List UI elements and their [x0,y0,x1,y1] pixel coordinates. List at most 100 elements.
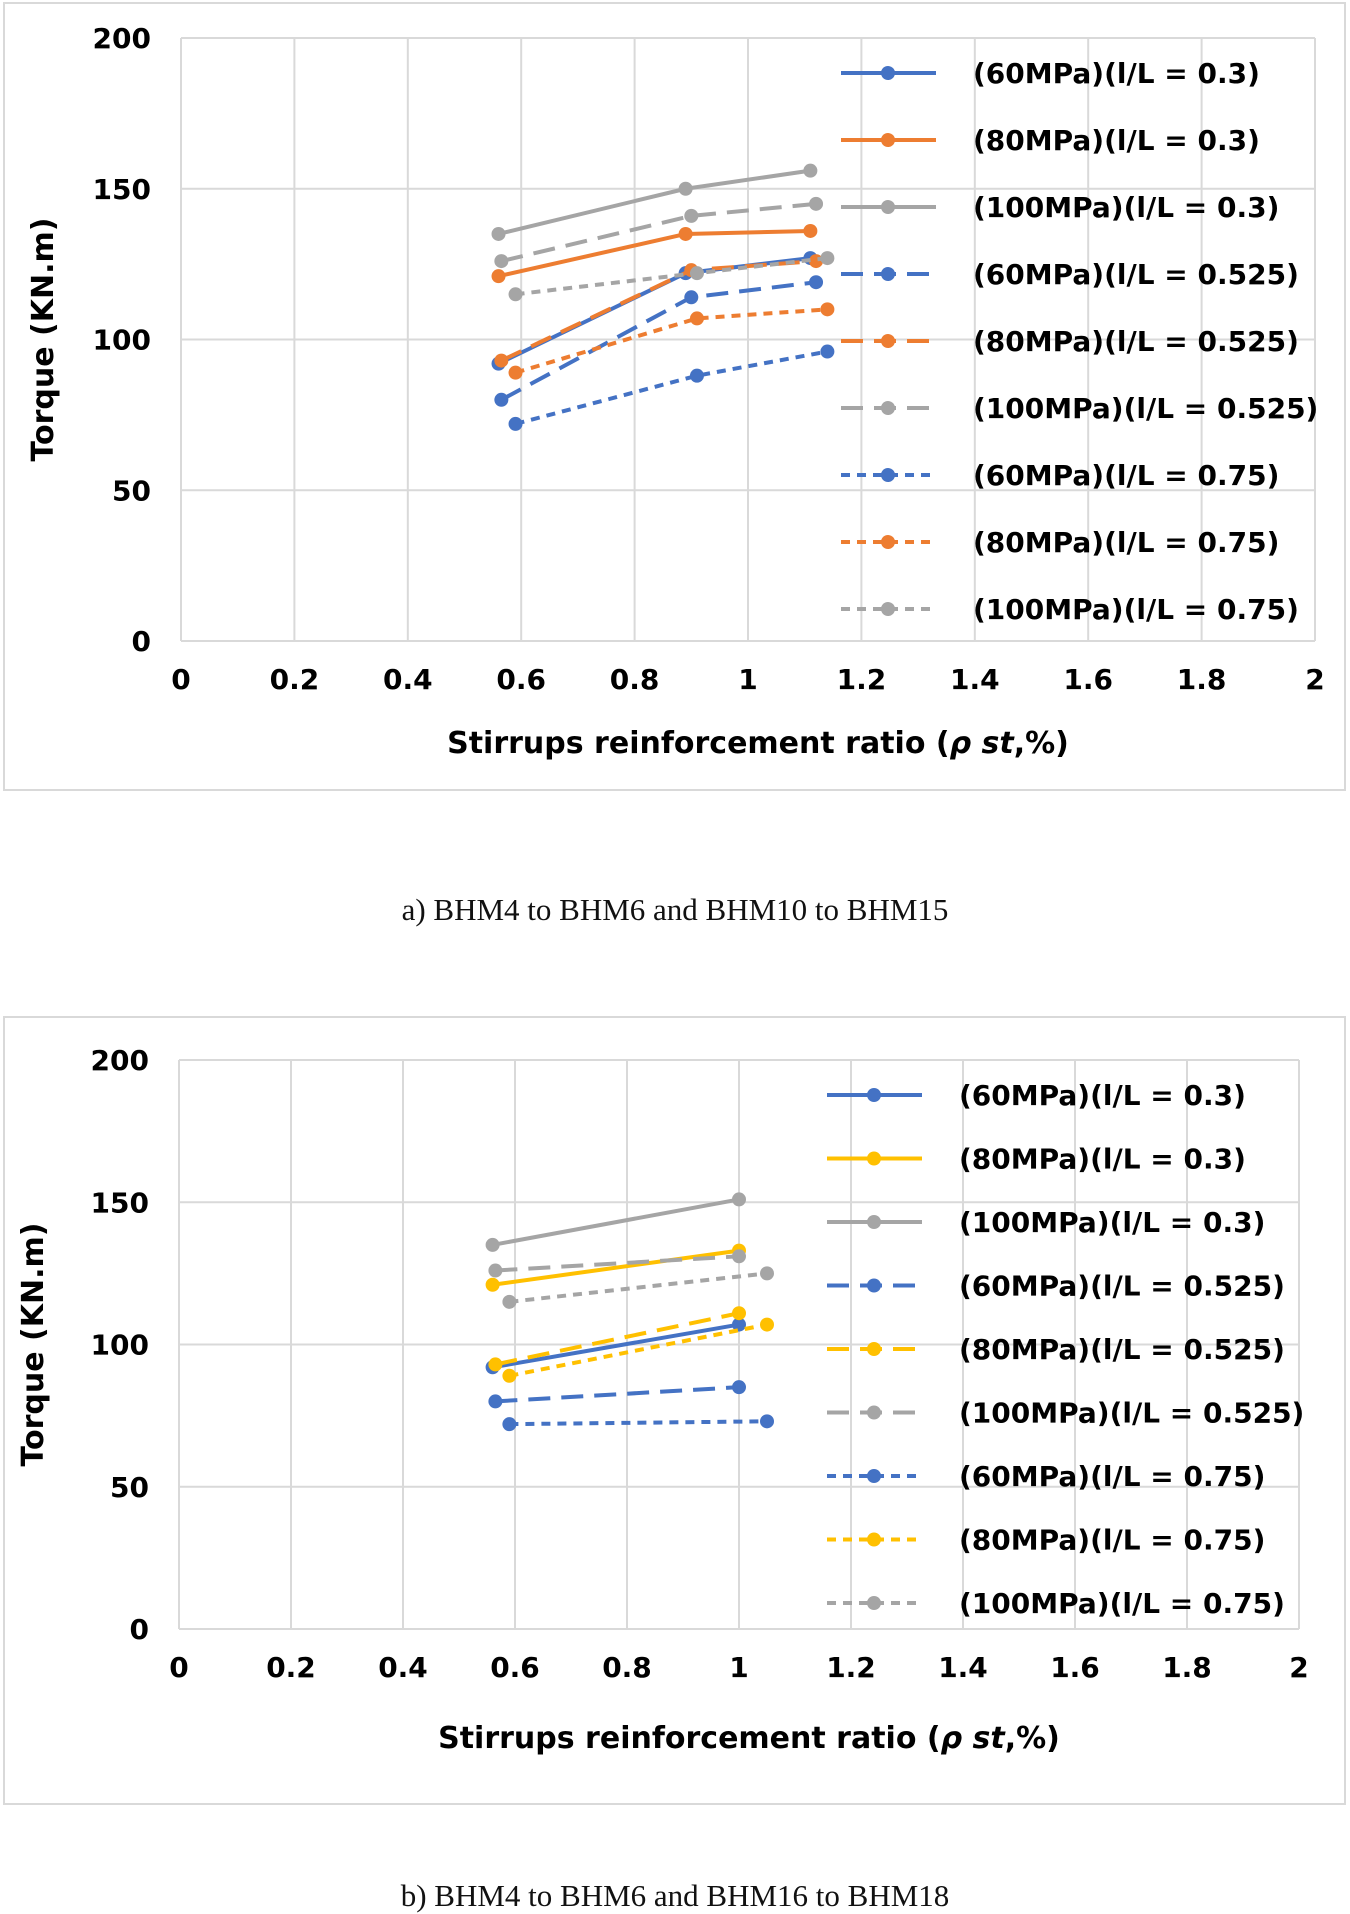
chart-b-legend-item: (80MPa)(l/L = 0.75) [827,1524,1265,1557]
chart-b-xtick-label: 1.2 [826,1651,876,1684]
chart-b-series-1 [485,1243,746,1292]
chart-b-series-6 [502,1414,774,1432]
chart-a-legend-item: (80MPa)(l/L = 0.525) [841,325,1299,358]
chart-b-legend-item: (60MPa)(l/L = 0.75) [827,1460,1265,1493]
chart-a-data-point [689,266,704,281]
chart-b-legend-label: (100MPa)(l/L = 0.525) [959,1397,1304,1430]
chart-b-series-line [509,1419,768,1427]
chart-b-series-3 [488,1380,746,1409]
chart-a-legend-item: (60MPa)(l/L = 0.3) [841,57,1260,90]
chart-b-xtick-label: 1.6 [1050,1651,1100,1684]
chart-b-legend-marker [867,1469,881,1483]
chart-a-legend-item: (60MPa)(l/L = 0.75) [841,459,1279,492]
caption-b: b) BHM4 to BHM6 and BHM16 to BHM18 [400,1878,950,1913]
chart-b-xtick-label: 1.4 [938,1651,988,1684]
chart-a-data-point [689,311,704,326]
chart-b-series-line [492,1197,740,1247]
chart-a-series-1 [491,223,818,284]
chart-a-xtick-label: 1.6 [1063,663,1113,696]
chart-b-ytick-label: 0 [130,1613,149,1646]
chart-a-legend-label: (100MPa)(l/L = 0.75) [973,593,1299,626]
chart-a-ytick-label: 100 [93,324,151,357]
chart-b-data-point [502,1368,517,1383]
chart-b-legend-item: (100MPa)(l/L = 0.525) [827,1397,1304,1430]
chart-b-xtick-label: 0 [169,1651,188,1684]
caption-a: a) BHM4 to BHM6 and BHM10 to BHM15 [401,892,949,927]
chart-a-xtick-label: 1.2 [837,663,887,696]
chart-a-x-axis-title: Stirrups reinforcement ratio (ρ st,%) [447,726,1069,761]
chart-b-ytick-label: 100 [91,1329,149,1362]
chart-b-data-point [732,1306,746,1321]
chart-b-legend-label: (80MPa)(l/L = 0.3) [959,1143,1246,1176]
chart-b-legend-label: (60MPa)(l/L = 0.75) [959,1460,1265,1493]
chart-a-data-point [508,416,523,431]
chart-a-xtick-label: 1.4 [950,663,1000,696]
chart-a-data-point [491,269,506,284]
chart-b-series-line [495,1254,740,1273]
chart-b-legend-marker [867,1215,881,1229]
chart-a-legend-marker [881,200,895,214]
chart-b-legend-marker [867,1405,881,1420]
chart-a-series-6 [508,344,835,431]
chart-a-data-point [684,290,699,305]
chart-b-xtick-label: 0.8 [602,1651,652,1684]
chart-b-legend-label: (80MPa)(l/L = 0.75) [959,1524,1265,1557]
chart-b-legend-marker [867,1151,881,1166]
chart-b-series-0 [485,1317,746,1375]
chart-a-legend-marker [881,334,895,348]
chart-a-legend-marker [881,468,895,482]
chart-b-legend-marker [867,1532,881,1547]
chart-b-legend-item: (100MPa)(l/L = 0.75) [827,1587,1285,1620]
chart-a-legend-marker [881,401,895,415]
chart-a-y-axis-title: Torque (KN.m) [26,218,61,462]
chart-b-legend-marker [867,1278,881,1293]
chart-a-series-5 [494,196,824,269]
chart-b-data-point [732,1317,746,1332]
chart-b-series-line [492,1322,740,1370]
chart-a-series-0 [491,251,818,371]
chart-b-series-2 [485,1192,746,1252]
chart-a-series-3 [494,275,824,407]
chart-b-legend-item: (80MPa)(l/L = 0.525) [827,1333,1285,1366]
chart-a-xtick-label: 1.8 [1177,663,1227,696]
chart-b-legend-label: (100MPa)(l/L = 0.75) [959,1587,1285,1620]
chart-a-legend-label: (60MPa)(l/L = 0.75) [973,459,1279,492]
chart-a-data-point [678,181,693,196]
chart-b-legend-marker [867,1596,881,1610]
chart-b-data-point [485,1277,500,1292]
chart-a-legend-marker [881,133,895,147]
chart-b-series-line [492,1248,740,1287]
chart-a-legend-item: (100MPa)(l/L = 0.3) [841,191,1279,224]
chart-a-data-point [689,368,704,383]
chart-a-series-line [498,168,811,236]
chart-b-ytick-label: 200 [91,1044,149,1077]
chart-a-series-8 [508,251,835,302]
chart-b-legend-marker [867,1342,881,1356]
chart-a-legend-label: (100MPa)(l/L = 0.525) [973,392,1318,425]
chart-b-xtick-label: 1.8 [1162,1651,1212,1684]
chart-a-legend-item: (100MPa)(l/L = 0.525) [841,392,1318,425]
chart-a-xtick-label: 0 [171,663,190,696]
chart-a-series-4 [494,254,824,368]
chart-b-series-line [509,1271,768,1304]
chart-b-data-point [488,1263,503,1278]
chart-b-xtick-label: 0.6 [490,1651,540,1684]
chart-b-legend-label: (60MPa)(l/L = 0.525) [959,1270,1285,1303]
chart-a-data-point [803,163,818,178]
chart-b-legend-label: (80MPa)(l/L = 0.525) [959,1333,1285,1366]
chart-a-xtick-label: 1 [738,663,757,696]
chart-a-data-point [494,254,509,269]
chart-b-xtick-label: 0.2 [266,1651,316,1684]
chart-a-ytick-label: 200 [93,22,151,55]
chart-a-data-point [809,196,824,211]
chart-b-ytick-label: 50 [110,1471,149,1504]
chart-a-data-point [494,353,509,368]
chart-a-data-point [678,226,693,241]
chart-b-series-7 [502,1317,774,1383]
chart-a-xtick-label: 0.2 [270,663,320,696]
chart-a-series-line [498,228,811,279]
chart-a-ytick-label: 150 [93,173,151,206]
chart-a-data-point [809,275,824,290]
chart-b-y-axis-title: Torque (KN.m) [16,1223,51,1467]
chart-b-svg: 0 0.2 0.4 0.6 0.8 1 1.2 1.4 1.6 1.8 2 0 50 100 150 200 S… [16,1044,1309,1756]
